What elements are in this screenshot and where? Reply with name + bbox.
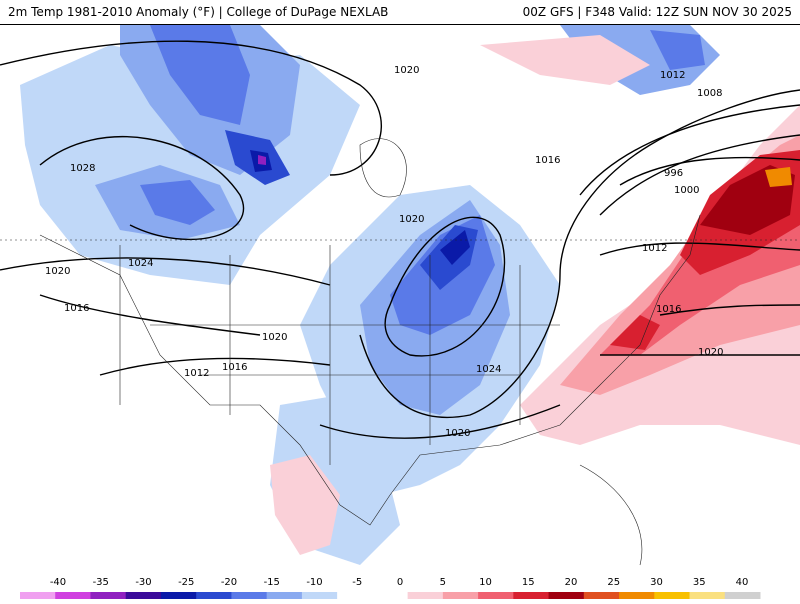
colorbar-swatch <box>407 592 444 599</box>
isobar-label: 1020 <box>262 332 287 343</box>
isobar-label: 1016 <box>222 362 247 373</box>
colorbar-tick-label: -20 <box>221 577 237 588</box>
isobar-label: 1016 <box>656 304 681 315</box>
colorbar-swatch <box>478 592 514 599</box>
colorbar-tick-label: -40 <box>50 577 66 588</box>
colorbar-swatch <box>619 592 655 599</box>
colorbar-swatch <box>55 592 91 599</box>
colorbar-tick-label: 40 <box>736 577 749 588</box>
colorbar-swatch <box>231 592 268 599</box>
colorbar-ticks: -40 -35 -30 -25 -20 -15 -10 -5 0 5 10 15 20 25 30 35 40 <box>50 577 749 588</box>
isobar-label: 1000 <box>674 185 699 196</box>
colorbar-swatches <box>20 592 761 599</box>
colorbar-swatch <box>125 592 162 599</box>
map-title: 2m Temp 1981-2010 Anomaly (°F) | College… <box>8 5 389 19</box>
geographic-boundaries <box>0 138 800 566</box>
colorbar-swatch <box>513 592 550 599</box>
isobar-label: 1012 <box>184 368 209 379</box>
colorbar-swatch <box>654 592 691 599</box>
colorbar-swatch <box>689 592 726 599</box>
isobar-label: 1016 <box>64 303 89 314</box>
map-header: 2m Temp 1981-2010 Anomaly (°F) | College… <box>0 0 800 25</box>
colorbar-swatch <box>442 592 479 599</box>
colorbar-tick-label: -35 <box>93 577 109 588</box>
colorbar-tick-label: -25 <box>178 577 194 588</box>
isobar-label: 1020 <box>698 347 723 358</box>
isobar-label: 1020 <box>399 214 424 225</box>
colorbar-tick-label: 5 <box>440 577 446 588</box>
colorbar-swatch <box>724 592 761 599</box>
colorbar-tick-label: 0 <box>397 577 403 588</box>
isobar-label: 1028 <box>70 163 95 174</box>
isobar-label: 1012 <box>660 70 685 81</box>
isobar-label: 1016 <box>535 155 560 166</box>
colorbar-tick-label: -10 <box>306 577 322 588</box>
colorbar-swatch <box>20 592 56 599</box>
isobar-label: 1012 <box>642 243 667 254</box>
isobar-label: 1020 <box>45 266 70 277</box>
colorbar-tick-label: -5 <box>352 577 362 588</box>
colorbar-swatch <box>90 592 127 599</box>
colorbar-swatch <box>301 592 338 599</box>
colorbar-swatch <box>583 592 620 599</box>
isobar-label: 1020 <box>445 428 470 439</box>
isobar-label: 1024 <box>128 258 153 269</box>
colorbar-tick-label: -15 <box>264 577 280 588</box>
colorbar-tick-label: 20 <box>565 577 578 588</box>
colorbar-tick-label: 35 <box>693 577 706 588</box>
temperature-anomaly-map: 1020 1012 1008 1028 1016 1020 1012 996 1… <box>0 25 800 570</box>
colorbar-swatch <box>266 592 303 599</box>
colorbar-tick-label: 15 <box>522 577 535 588</box>
colorbar-tick-label: 25 <box>607 577 620 588</box>
colorbar-tick-label: 30 <box>650 577 663 588</box>
colorbar-swatch <box>196 592 232 599</box>
isobar-label: 1020 <box>394 65 419 76</box>
colorbar-swatch <box>160 592 197 599</box>
colorbar-tick-label: -30 <box>135 577 151 588</box>
cold-anomaly-shading <box>20 25 720 565</box>
isobar-label: 1024 <box>476 364 501 375</box>
isobar-contours <box>0 40 800 439</box>
warm-anomaly-shading <box>270 35 800 555</box>
anomaly-colorbar: -40 -35 -30 -25 -20 -15 -10 -5 0 5 10 15 20 25 30 35 40 <box>0 572 800 600</box>
model-run-info: 00Z GFS | F348 Valid: 12Z SUN NOV 30 202… <box>522 5 792 19</box>
isobar-label: 1008 <box>697 88 722 99</box>
colorbar-swatch <box>548 592 585 599</box>
isobar-labels: 1020 1012 1008 1028 1016 1020 1012 996 1… <box>45 65 723 439</box>
isobar-label: 996 <box>664 168 683 179</box>
colorbar-tick-label: 10 <box>479 577 492 588</box>
colorbar-swatch <box>337 592 373 599</box>
colorbar-swatch <box>372 592 409 599</box>
